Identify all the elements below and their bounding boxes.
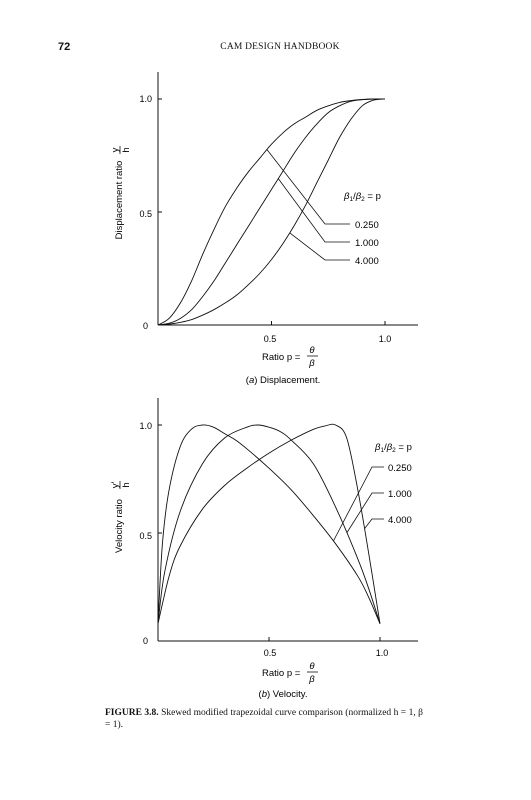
svg-text:Ratio p =: Ratio p = — [262, 668, 301, 679]
legend-entry-0250: 0.250 — [355, 220, 379, 231]
x-tick-label: 1.0 — [376, 648, 389, 658]
running-title: CAM DESIGN HANDBOOK — [220, 42, 340, 52]
series-line-1.000 — [157, 98, 386, 326]
svg-text:y′: y′ — [110, 482, 121, 489]
x-axis-label: Ratio p = θ β — [262, 345, 318, 369]
svg-text:Displacement ratio: Displacement ratio — [114, 161, 125, 240]
svg-text:h: h — [121, 482, 132, 487]
legend-callout-line — [266, 149, 350, 225]
series-line-0.250 — [157, 424, 381, 624]
svg-text:β: β — [308, 358, 315, 369]
svg-text:θ: θ — [309, 661, 315, 672]
legend-callout-line — [333, 466, 384, 542]
caption-a: (a) Displacement. — [246, 375, 320, 386]
legend-entry-4000: 4.000 — [355, 256, 379, 267]
series-line-1.000 — [157, 424, 381, 624]
caption-b: (b) Velocity. — [259, 689, 308, 700]
svg-text:Ratio p =: Ratio p = — [262, 352, 301, 363]
svg-text:β: β — [308, 674, 315, 685]
legend-entry-4000: 4.000 — [388, 515, 412, 526]
legend-callout-line — [364, 518, 384, 529]
svg-text:y: y — [110, 147, 121, 152]
y-axis-label: Displacement ratio y h — [110, 146, 132, 239]
legend-entry-0250: 0.250 — [388, 463, 412, 474]
x-tick-label: 0.5 — [264, 334, 277, 344]
svg-text:θ: θ — [309, 345, 315, 356]
y-tick-label: 1.0 — [139, 94, 152, 104]
series-line-4.000 — [157, 98, 386, 326]
legend-entry-1000: 1.000 — [355, 238, 379, 249]
page-number: 72 — [58, 41, 71, 53]
legend-title: β1/β2 = p — [374, 442, 412, 454]
y-tick-label: 0.5 — [139, 209, 152, 219]
x-tick-label: 1.0 — [379, 334, 392, 344]
svg-text:h: h — [121, 147, 132, 152]
series-line-4.000 — [157, 423, 381, 624]
legend-title: β1/β2 = p — [343, 191, 381, 203]
legend-entry-1000: 1.000 — [388, 489, 412, 500]
y-axis-label: Velocity ratio y′ h — [110, 481, 132, 553]
figure-label: FIGURE 3.8. — [105, 708, 159, 718]
x-axis-label: Ratio p = θ β — [262, 661, 318, 685]
svg-text:Velocity ratio: Velocity ratio — [114, 499, 125, 553]
y-tick-label: 0.5 — [139, 531, 152, 541]
figure-caption-text: Skewed modified trapezoidal curve compar… — [105, 708, 423, 730]
legend-callout-line — [289, 232, 350, 261]
legend-callout-line — [346, 492, 384, 534]
y-tick-label: 0 — [143, 321, 148, 331]
legend-callout-line — [277, 178, 350, 243]
figure-caption: FIGURE 3.8. Skewed modified trapezoidal … — [105, 707, 423, 731]
series-line-0.250 — [157, 98, 386, 326]
displacement-chart: 1.0 0.5 0 0.5 1.0 Displacement ratio y h… — [110, 72, 418, 386]
x-tick-label: 0.5 — [264, 648, 277, 658]
y-tick-label: 0 — [143, 636, 148, 646]
velocity-chart: 1.0 0.5 0 0.5 1.0 Velocity ratio y′ h Ra… — [110, 398, 418, 700]
y-tick-label: 1.0 — [139, 421, 152, 431]
